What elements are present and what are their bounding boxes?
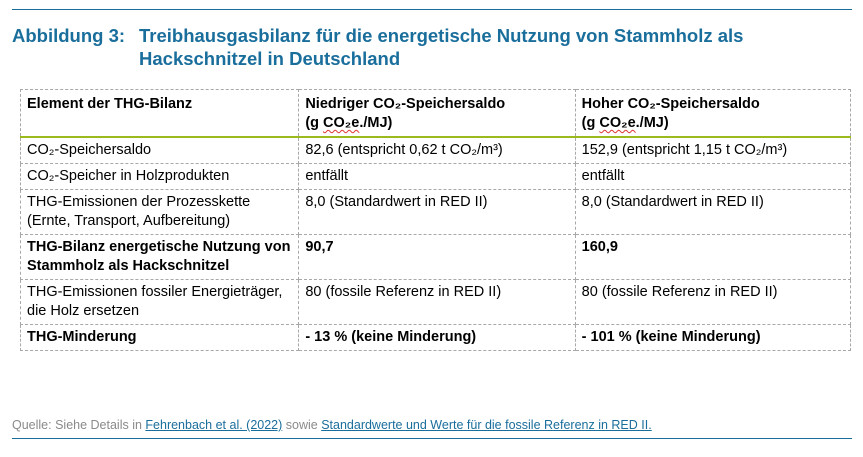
row-element: THG-Minderung — [19, 324, 300, 351]
unit-suffix: ./MJ) — [635, 115, 669, 131]
unit-prefix: (g — [581, 115, 600, 131]
row-high-value: 8,0 (Standardwert in RED II) — [574, 189, 852, 235]
row-high-value: entfällt — [574, 163, 852, 190]
unit-co2e: CO₂e — [599, 115, 636, 131]
table-row: THG-Emissionen fossiler Energieträger, d… — [19, 279, 852, 325]
bottom-rule — [12, 438, 852, 439]
row-high-value: - 101 % (keine Minderung) — [574, 324, 852, 351]
table-row: CO₂-Speichersaldo 82,6 (entspricht 0,62 … — [19, 136, 852, 164]
header-high-unit: (g CO₂e./MJ) — [582, 114, 844, 133]
header-high-storage: Hoher CO₂-Speichersaldo (g CO₂e./MJ) — [574, 89, 852, 138]
table-header-row: Element der THG-Bilanz Niedriger CO₂-Spe… — [19, 89, 852, 138]
unit-prefix: (g — [305, 115, 324, 131]
source-note: Quelle: Siehe Details in Fehrenbach et a… — [12, 418, 652, 432]
row-element: THG-Emissionen fossiler Energieträger, d… — [19, 279, 300, 325]
row-low-value: entfällt — [298, 163, 576, 190]
unit-co2e: CO₂e — [323, 115, 360, 131]
source-link-red-ii[interactable]: Standardwerte und Werte für die fossile … — [321, 418, 652, 432]
row-low-value: 82,6 (entspricht 0,62 t CO₂/m³) — [298, 136, 576, 164]
header-low-storage: Niedriger CO₂-Speichersaldo (g CO₂e./MJ) — [298, 89, 576, 138]
row-low-value: - 13 % (keine Minderung) — [298, 324, 576, 351]
row-low-value: 80 (fossile Referenz in RED II) — [298, 279, 576, 325]
top-rule — [12, 9, 852, 10]
figure-label: Abbildung 3: — [12, 25, 126, 46]
row-element: CO₂-Speicher in Holzprodukten — [19, 163, 300, 190]
source-middle: sowie — [282, 418, 322, 432]
row-high-value: 80 (fossile Referenz in RED II) — [574, 279, 852, 325]
unit-suffix: ./MJ) — [359, 115, 393, 131]
row-high-value: 160,9 — [574, 234, 852, 280]
table-row-reduction: THG-Minderung - 13 % (keine Minderung) -… — [19, 324, 852, 351]
header-low-unit: (g CO₂e./MJ) — [305, 114, 568, 133]
table-row: THG-Emissionen der Prozesskette (Ernte, … — [19, 189, 852, 235]
table-row-total: THG-Bilanz energetische Nutzung von Stam… — [19, 234, 852, 280]
table-row: CO₂-Speicher in Holzprodukten entfällt e… — [19, 163, 852, 190]
figure-title-text: Treibhausgasbilanz für die energetische … — [139, 25, 744, 69]
row-element: THG-Bilanz energetische Nutzung von Stam… — [19, 234, 300, 280]
row-low-value: 8,0 (Standardwert in RED II) — [298, 189, 576, 235]
row-element: CO₂-Speichersaldo — [19, 136, 300, 164]
header-element: Element der THG-Bilanz — [19, 89, 300, 138]
source-link-fehrenbach[interactable]: Fehrenbach et al. (2022) — [145, 418, 283, 432]
header-high-label: Hoher CO₂-Speichersaldo — [581, 96, 760, 112]
header-low-label: Niedriger CO₂-Speichersaldo — [305, 96, 506, 112]
row-low-value: 90,7 — [298, 234, 576, 280]
ghg-balance-table: Element der THG-Bilanz Niedriger CO₂-Spe… — [19, 89, 852, 351]
header-element-label: Element der THG-Bilanz — [27, 96, 193, 112]
row-element: THG-Emissionen der Prozesskette (Ernte, … — [19, 189, 300, 235]
source-prefix: Quelle: Siehe Details in — [12, 418, 146, 432]
row-high-value: 152,9 (entspricht 1,15 t CO₂/m³) — [574, 136, 852, 164]
